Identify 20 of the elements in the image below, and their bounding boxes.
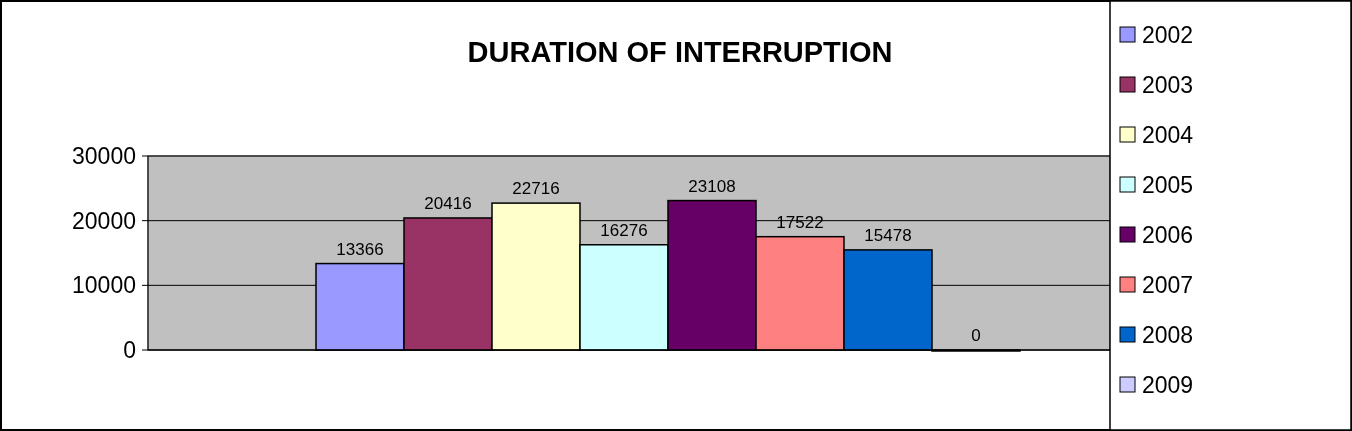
- chart-title: DURATION OF INTERRUPTION: [467, 36, 893, 68]
- data-label: 15478: [864, 225, 912, 245]
- legend-label: 2008: [1142, 322, 1194, 349]
- legend-label: 2002: [1142, 22, 1194, 49]
- legend-label: 2005: [1142, 172, 1194, 199]
- data-label: 0: [971, 326, 981, 345]
- legend-label: 2007: [1142, 272, 1194, 299]
- legend-label: 2004: [1142, 122, 1194, 149]
- legend-label: 2003: [1142, 72, 1194, 99]
- data-label: 16276: [600, 220, 648, 240]
- legend-label: 2009: [1142, 372, 1194, 399]
- data-label: 20416: [424, 193, 472, 213]
- data-label: 22716: [512, 179, 560, 199]
- data-label: 23108: [688, 176, 736, 196]
- y-tick-label: 0: [123, 337, 136, 364]
- y-tick-label: 10000: [72, 272, 136, 299]
- legend-label: 2006: [1142, 222, 1194, 249]
- y-tick-label: 20000: [72, 207, 136, 234]
- y-tick-label: 30000: [72, 143, 136, 170]
- data-label: 13366: [336, 239, 384, 259]
